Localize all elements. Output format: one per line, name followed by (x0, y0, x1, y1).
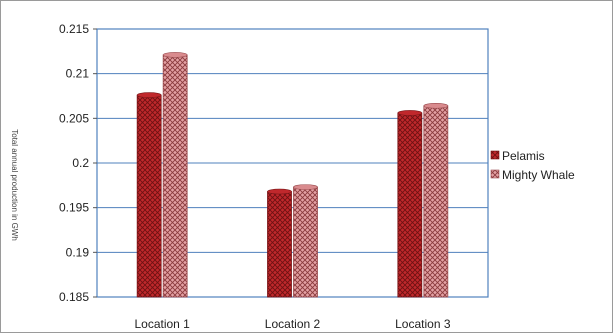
y-axis-label: Total annual production in GWh (10, 129, 19, 241)
bar-mighty-whale-location-1 (162, 52, 188, 298)
y-tick-label: 0.21 (66, 67, 90, 81)
bar-mighty-whale-location-3 (423, 103, 449, 298)
y-axis: 0.185 0.19 0.195 0.2 0.205 0.21 0.215 (59, 22, 97, 304)
bar-mighty-whale-location-2 (293, 184, 318, 298)
bar (136, 94, 162, 298)
gridlines (97, 73, 488, 253)
bar (397, 112, 423, 298)
y-tick-label: 0.185 (59, 290, 89, 304)
x-tick-label: Location 3 (395, 317, 451, 331)
bar-pelamis-location-1 (136, 92, 162, 298)
x-tick-label: Location 2 (265, 317, 321, 331)
bar-pelamis-location-3 (397, 110, 423, 298)
bar (293, 186, 318, 298)
bar (423, 105, 449, 298)
bar-top-cap (293, 184, 318, 190)
legend-swatch (490, 169, 500, 179)
y-tick-label: 0.215 (59, 22, 89, 36)
legend-entry: Pelamis (490, 149, 545, 163)
legend-swatch (490, 150, 500, 160)
legend-label: Mighty Whale (502, 168, 575, 182)
legend-entry: Mighty Whale (490, 168, 575, 182)
y-tick-label: 0.2 (72, 156, 89, 170)
bar (162, 54, 188, 298)
y-tick-label: 0.19 (66, 245, 90, 259)
x-tick-label: Location 1 (134, 317, 190, 331)
bar-top-cap (267, 188, 292, 195)
bar-top-cap (397, 110, 423, 116)
bar-pelamis-location-2 (267, 188, 292, 298)
bar-top-cap (162, 52, 188, 58)
bars (136, 52, 449, 298)
legend-label: Pelamis (502, 149, 545, 163)
y-tick-label: 0.195 (59, 201, 89, 215)
x-axis: Location 1 Location 2 Location 3 (134, 317, 450, 331)
y-tick-label: 0.205 (59, 111, 89, 125)
bar-top-cap (423, 103, 449, 109)
bar (267, 191, 292, 298)
bar-top-cap (136, 92, 162, 98)
legend: Pelamis Mighty Whale (490, 149, 575, 182)
